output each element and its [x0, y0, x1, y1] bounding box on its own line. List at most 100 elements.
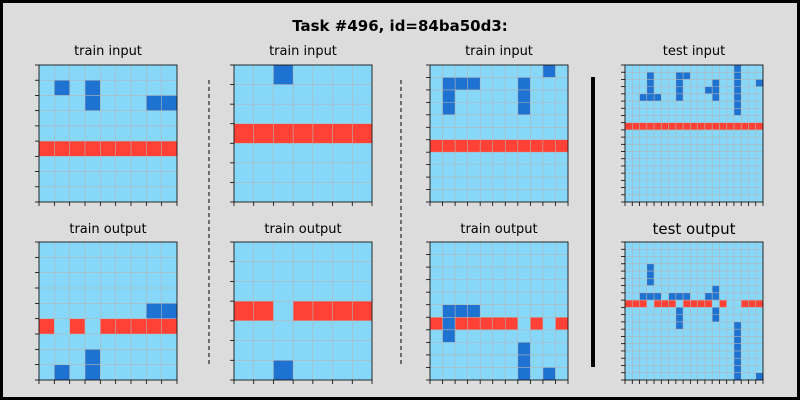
cell-blue — [675, 79, 684, 87]
cell-red — [632, 300, 640, 308]
cell-blue — [668, 292, 676, 301]
cell-red — [492, 317, 506, 330]
cell-red — [632, 122, 640, 130]
cell-red — [234, 301, 254, 321]
grid-p3 — [230, 241, 373, 384]
cell-red — [704, 122, 713, 130]
cell-red — [697, 122, 705, 130]
cell-blue — [542, 367, 556, 380]
panel-label-p7: test output — [652, 220, 736, 238]
cell-blue — [733, 86, 742, 94]
cell-blue — [646, 263, 655, 272]
cell-blue — [675, 321, 684, 330]
cell-red — [100, 318, 116, 334]
cell-blue — [455, 77, 468, 90]
panel-label-p1: train output — [69, 222, 147, 237]
cell-blue — [755, 79, 763, 87]
grid-p5 — [426, 241, 569, 384]
cell-red — [683, 300, 691, 308]
cell-blue — [733, 108, 742, 116]
cell-blue — [733, 72, 742, 80]
cell-red — [253, 301, 274, 321]
cell-blue — [646, 93, 655, 102]
cell-blue — [646, 278, 655, 286]
cell-blue — [542, 65, 556, 78]
cell-red — [755, 300, 763, 308]
cell-blue — [455, 304, 468, 318]
grid-border — [624, 64, 764, 203]
cell-blue — [733, 93, 742, 102]
cell-red — [639, 300, 647, 308]
cell-red — [704, 300, 713, 308]
cell-blue — [712, 79, 720, 87]
cell-red — [646, 122, 655, 130]
cell-blue — [712, 86, 720, 94]
cell-blue — [639, 292, 647, 301]
cell-red — [161, 141, 177, 157]
panel-label-p2: train input — [269, 44, 337, 59]
cell-blue — [85, 95, 101, 111]
cell-red — [146, 141, 162, 157]
cell-red — [352, 123, 372, 144]
cell-blue — [712, 307, 720, 315]
cell-blue — [517, 354, 531, 368]
cell-blue — [639, 93, 647, 102]
grid-border — [429, 241, 569, 381]
cell-blue — [733, 343, 742, 351]
cell-blue — [442, 304, 456, 318]
cell-blue — [442, 317, 456, 330]
cell-red — [697, 300, 705, 308]
cell-blue — [733, 101, 742, 109]
cell-blue — [54, 364, 70, 380]
cell-red — [690, 300, 698, 308]
cell-red — [161, 318, 177, 334]
cell-blue — [85, 349, 101, 365]
cell-blue — [733, 321, 742, 330]
cell-blue — [683, 292, 691, 301]
cell-red — [293, 123, 313, 144]
cell-blue — [442, 77, 456, 90]
cell-red — [430, 317, 443, 330]
cell-red — [146, 318, 162, 334]
cell-red — [273, 123, 294, 144]
cell-blue — [712, 285, 720, 293]
cell-blue — [733, 329, 742, 337]
cell-red — [555, 317, 568, 330]
cell-blue — [273, 65, 294, 85]
cell-red — [733, 122, 742, 130]
panel-label-p0: train input — [74, 44, 142, 59]
cell-blue — [712, 93, 720, 102]
cell-blue — [85, 364, 101, 380]
cell-blue — [442, 89, 456, 103]
cell-red — [661, 122, 669, 130]
cell-blue — [517, 77, 531, 90]
cell-red — [542, 139, 556, 153]
cell-red — [467, 317, 481, 330]
cell-blue — [733, 65, 742, 73]
cell-blue — [467, 77, 481, 90]
cell-blue — [675, 86, 684, 94]
cell-red — [639, 122, 647, 130]
cell-red — [654, 122, 662, 130]
cell-red — [741, 122, 749, 130]
cell-blue — [517, 102, 531, 115]
cell-red — [661, 300, 669, 308]
grid-p2 — [230, 64, 373, 206]
panel-label-p3: train output — [264, 222, 342, 237]
cell-red — [69, 141, 85, 157]
cell-red — [480, 139, 493, 153]
cell-red — [131, 318, 147, 334]
cell-red — [719, 300, 727, 308]
figure-title: Task #496, id=84ba50d3: — [292, 17, 508, 35]
cell-blue — [146, 95, 162, 111]
grid-border — [233, 64, 373, 203]
cell-blue — [712, 292, 720, 301]
cell-blue — [755, 372, 763, 380]
grid-border — [233, 241, 373, 381]
cell-red — [668, 122, 676, 130]
cell-blue — [646, 79, 655, 87]
grid-p4 — [426, 64, 569, 206]
cell-blue — [161, 95, 177, 111]
cell-blue — [646, 86, 655, 94]
cell-red — [690, 122, 698, 130]
